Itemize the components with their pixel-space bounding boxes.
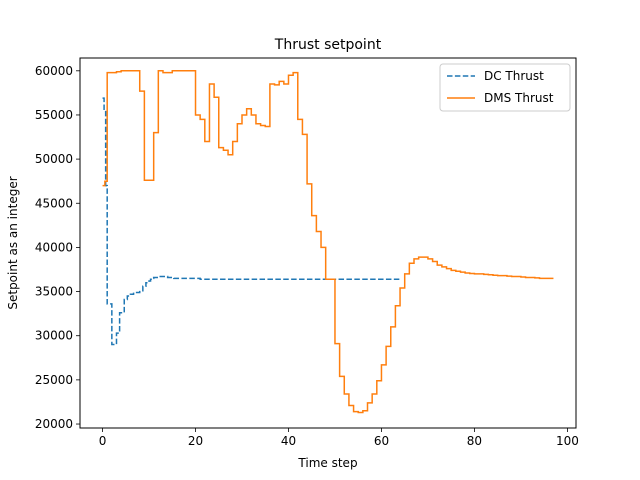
series-line-dms-thrust bbox=[102, 70, 554, 414]
x-axis-label: Time step bbox=[297, 456, 357, 470]
y-tick-label: 55000 bbox=[35, 108, 73, 122]
series-layer bbox=[102, 70, 554, 414]
y-tick-label: 30000 bbox=[35, 329, 73, 343]
legend-label-dms-thrust: DMS Thrust bbox=[484, 91, 554, 105]
y-axis: 20000 25000 30000 35000 40000 45000 50000 55000… bbox=[35, 64, 80, 431]
x-tick-label: 60 bbox=[374, 434, 389, 448]
x-axis: 0 20 40 60 80 100 bbox=[99, 428, 579, 448]
x-tick-label: 80 bbox=[467, 434, 482, 448]
y-tick-label: 35000 bbox=[35, 285, 73, 299]
series-line-dc-thrust bbox=[102, 97, 401, 346]
legend-label-dc-thrust: DC Thrust bbox=[484, 69, 544, 83]
chart-title: Thrust setpoint bbox=[274, 37, 382, 53]
plot-frame bbox=[79, 57, 577, 429]
plot-background bbox=[80, 58, 576, 428]
x-tick-label: 20 bbox=[188, 434, 203, 448]
y-tick-label: 40000 bbox=[35, 240, 73, 254]
y-tick-label: 25000 bbox=[35, 373, 73, 387]
y-tick-label: 60000 bbox=[35, 64, 73, 78]
y-tick-label: 45000 bbox=[35, 196, 73, 210]
legend: DC Thrust DMS Thrust bbox=[439, 63, 571, 112]
x-tick-label: 40 bbox=[281, 434, 296, 448]
y-tick-label: 50000 bbox=[35, 152, 73, 166]
x-tick-label: 0 bbox=[99, 434, 107, 448]
plot-area bbox=[79, 57, 577, 429]
x-tick-label: 100 bbox=[556, 434, 579, 448]
y-tick-label: 20000 bbox=[35, 417, 73, 431]
y-axis-label: Setpoint as an integer bbox=[6, 176, 20, 309]
